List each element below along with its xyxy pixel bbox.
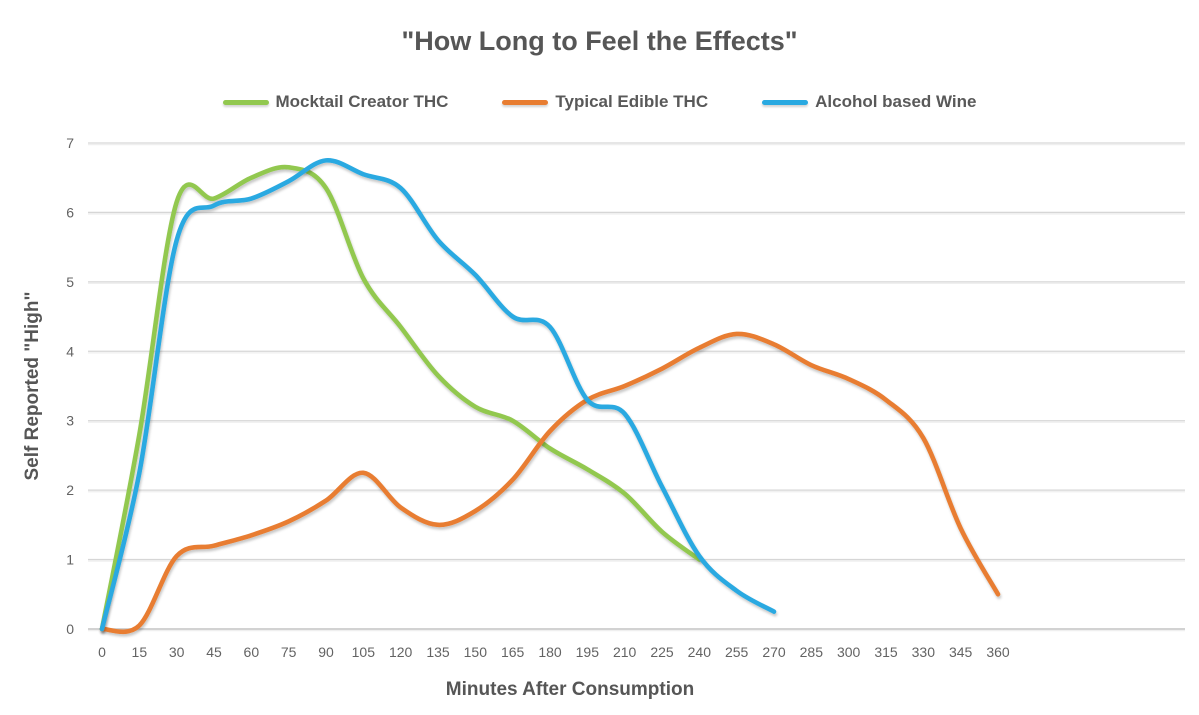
x-tick-label: 135 [426, 644, 450, 660]
x-tick-label: 180 [538, 644, 562, 660]
x-tick-label: 75 [281, 644, 297, 660]
x-tick-label: 150 [464, 644, 488, 660]
x-tick-label: 360 [986, 644, 1010, 660]
x-tick-label: 330 [912, 644, 936, 660]
x-tick-label: 300 [837, 644, 861, 660]
chart-title: "How Long to Feel the Effects" [401, 26, 798, 56]
series-line-typical-edible-thc [99, 331, 1001, 635]
legend-label: Typical Edible THC [555, 92, 709, 111]
legend: Mocktail Creator THC Typical Edible THC … [0, 92, 1199, 112]
y-tick-label: 1 [66, 552, 74, 568]
x-tick-label: 285 [800, 644, 824, 660]
x-tick-label: 195 [576, 644, 600, 660]
series-line-mocktail-creator-thc [99, 164, 702, 632]
x-tick-label: 270 [762, 644, 786, 660]
legend-item-mocktail-creator-thc: Mocktail Creator THC [222, 92, 449, 112]
x-tick-label: 30 [169, 644, 185, 660]
legend-label: Alcohol based Wine [815, 92, 977, 111]
legend-line-icon [762, 99, 809, 105]
x-axis-title: Minutes After Consumption [445, 679, 695, 700]
x-tick-label: 255 [725, 644, 749, 660]
x-tick-label: 240 [688, 644, 712, 660]
series-lines [99, 158, 1001, 635]
legend-label: Mocktail Creator THC [275, 92, 449, 111]
y-tick-label: 4 [66, 343, 74, 359]
y-tick-label: 3 [66, 413, 74, 429]
axis-tick-labels: 0 15 30 45 60 75 90 105 120 135 150 165 180 195 210 225… [66, 135, 1010, 660]
y-tick-label: 5 [66, 274, 74, 290]
x-tick-label: 105 [352, 644, 376, 660]
x-tick-label: 0 [98, 644, 106, 660]
x-tick-label: 165 [501, 644, 525, 660]
legend-line-icon [502, 99, 549, 105]
x-tick-label: 15 [132, 644, 148, 660]
legend-line-icon [222, 99, 269, 105]
x-tick-label: 210 [613, 644, 637, 660]
x-tick-label: 120 [389, 644, 413, 660]
y-tick-label: 0 [66, 621, 74, 637]
x-tick-label: 345 [949, 644, 973, 660]
x-tick-label: 90 [318, 644, 334, 660]
series-line-alcohol-based-wine [99, 158, 777, 632]
x-tick-label: 315 [874, 644, 898, 660]
x-tick-label: 45 [206, 644, 222, 660]
legend-item-alcohol-based-wine: Alcohol based Wine [762, 92, 976, 112]
gridlines [88, 142, 1185, 632]
x-tick-label: 225 [650, 644, 674, 660]
legend-item-typical-edible-thc: Typical Edible THC [502, 92, 708, 112]
y-tick-label: 2 [66, 482, 74, 498]
x-tick-label: 60 [244, 644, 260, 660]
y-tick-label: 7 [66, 135, 74, 151]
y-tick-label: 6 [66, 204, 74, 220]
